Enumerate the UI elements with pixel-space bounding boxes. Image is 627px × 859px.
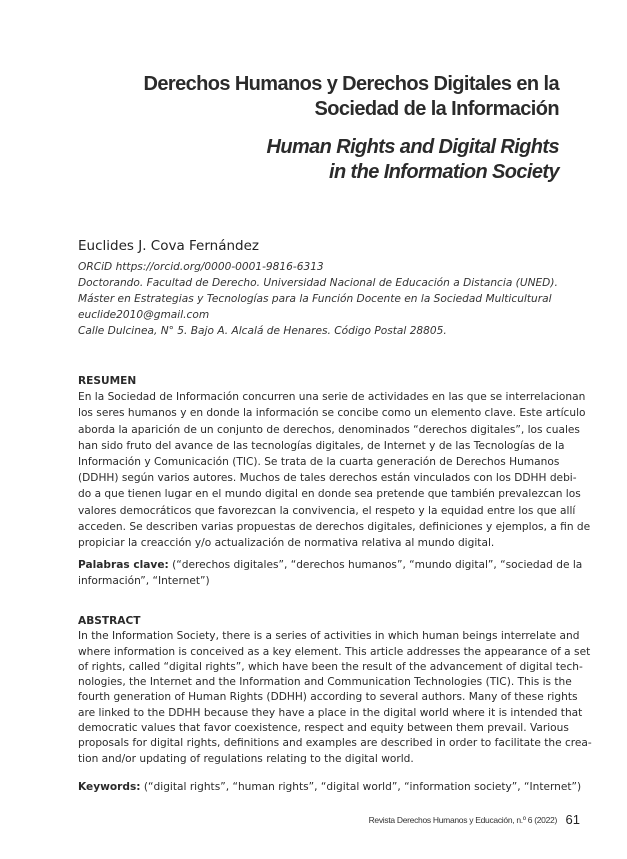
keywords-text: (“derechos digitales”, “derechos humanos… bbox=[172, 559, 583, 572]
keywords-label: Palabras clave: bbox=[78, 559, 169, 572]
body-line: Información y Comunicación (TIC). Se tra… bbox=[78, 455, 560, 468]
title-line: in the Information Society bbox=[329, 160, 560, 183]
orcid-link[interactable]: ORCiD https://orcid.org/0000-0001-9816-6… bbox=[78, 261, 324, 273]
resumen-section: RESUMEN En la Sociedad de Información co… bbox=[78, 373, 591, 589]
body-line: aborda la aparición de un conjunto de de… bbox=[78, 423, 580, 436]
body-line: proposals for digital rights, definition… bbox=[78, 737, 592, 750]
body-line: En la Sociedad de Información concurren … bbox=[78, 391, 586, 404]
body-line: tion and/or updating of regulations rela… bbox=[78, 752, 414, 765]
body-line: los seres humanos y en donde la informac… bbox=[78, 407, 586, 420]
body-line: valores democráticos que favorezcan la c… bbox=[78, 504, 576, 517]
title-spanish: Derechos Humanos y Derechos Digitales en… bbox=[143, 72, 560, 121]
resumen-body: En la Sociedad de Información concurren … bbox=[78, 389, 591, 551]
body-line: where information is conceived as a key … bbox=[78, 645, 591, 658]
body-line: In the Information Society, there is a s… bbox=[78, 630, 580, 643]
body-line: are linked to the DDHH because they have… bbox=[78, 706, 583, 719]
title-line: Human Rights and Digital Rights bbox=[266, 136, 559, 158]
body-line: han sido fruto del avance de las tecnolo… bbox=[78, 439, 565, 452]
affiliation-line: Máster en Estrategias y Tecnologías para… bbox=[78, 293, 552, 305]
email-link[interactable]: euclide2010@gmail.com bbox=[78, 309, 210, 321]
palabras-clave: Palabras clave: (“derechos digitales”, “… bbox=[78, 557, 582, 589]
body-line: of rights, called “digital rights”, whic… bbox=[78, 660, 583, 673]
body-line: nologies, the Internet and the Informati… bbox=[78, 676, 572, 689]
title-line: Sociedad de la Información bbox=[314, 97, 560, 120]
body-line: (DDHH) según varios autores. Muchos de t… bbox=[78, 472, 577, 485]
affiliation-line: Doctorando. Facultad de Derecho. Univers… bbox=[78, 277, 558, 289]
keywords-label: Keywords: bbox=[78, 780, 141, 793]
abstract-heading: ABSTRACT bbox=[78, 615, 141, 627]
keywords-text: información”, “Internet”) bbox=[78, 575, 210, 588]
body-line: fourth generation of Human Rights (DDHH)… bbox=[78, 691, 578, 704]
body-line: acceden. Se describen varias propuestas … bbox=[78, 520, 591, 533]
address-line: Calle Dulcinea, N° 5. Bajo A. Alcalá de … bbox=[78, 325, 447, 337]
journal-footer: Revista Derechos Humanos y Educación, n.… bbox=[368, 815, 558, 825]
body-line: democratic values that favor coexistence… bbox=[78, 722, 569, 735]
body-line: propiciar la creacción y/o actualización… bbox=[78, 536, 495, 549]
author-affiliation: ORCiD https://orcid.org/0000-0001-9816-6… bbox=[78, 259, 558, 339]
title-line: Derechos Humanos y Derechos Digitales en… bbox=[143, 73, 560, 95]
author-name: Euclides J. Cova Fernández bbox=[78, 238, 260, 254]
title-english: Human Rights and Digital Rights in the I… bbox=[266, 135, 559, 184]
keywords: Keywords: (“digital rights”, “human righ… bbox=[78, 780, 581, 795]
keywords-text: (“digital rights”, “human rights”, “digi… bbox=[143, 780, 582, 793]
body-line: do a que tienen lugar en el mundo digita… bbox=[78, 488, 581, 501]
page-number: 61 bbox=[565, 812, 580, 827]
abstract-section: ABSTRACT In the Information Society, the… bbox=[78, 614, 592, 795]
abstract-body: In the Information Society, there is a s… bbox=[78, 629, 592, 767]
resumen-heading: RESUMEN bbox=[78, 375, 137, 387]
